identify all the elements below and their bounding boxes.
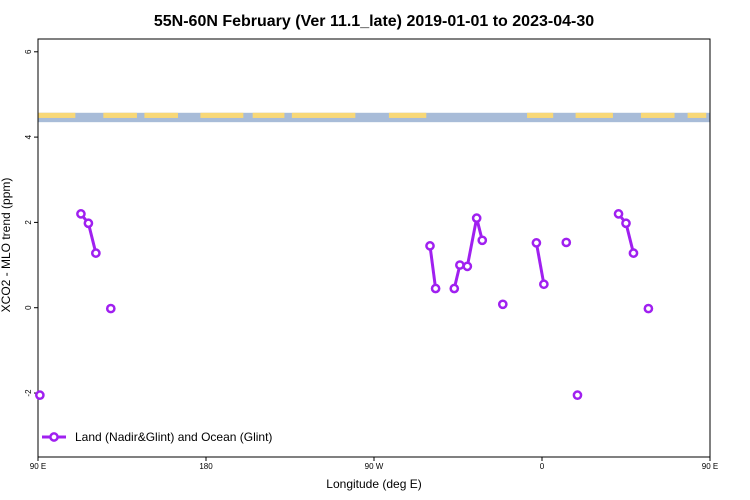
land-band-segment <box>252 112 285 118</box>
y-tick-label: 0 <box>24 305 33 310</box>
y-axis: -2 0 2 4 6 <box>24 49 38 397</box>
x-tick-label: 90 E <box>702 462 718 471</box>
plot-frame <box>37 38 711 458</box>
data-point <box>105 303 116 314</box>
data-point <box>471 213 482 223</box>
land-band-segment <box>144 112 178 118</box>
series-line <box>452 216 484 289</box>
data-point <box>613 209 624 219</box>
y-axis-label: XCO2 - MLO trend (ppm) <box>0 178 13 313</box>
land-band-segment <box>687 112 707 118</box>
data-point <box>531 238 542 248</box>
data-point <box>449 283 460 294</box>
data-point <box>425 241 435 251</box>
data-point <box>83 218 94 229</box>
series-line <box>428 245 438 289</box>
data-point <box>621 218 631 229</box>
land-band-segment <box>291 112 356 118</box>
data-point <box>462 261 473 272</box>
x-tick-label: 180 <box>199 462 213 471</box>
data-point <box>572 390 583 401</box>
data-point <box>91 248 101 258</box>
chart-title: 55N-60N February (Ver 11.1_late) 2019-01… <box>154 13 594 30</box>
y-tick-label: 4 <box>24 134 33 139</box>
y-tick-label: -2 <box>24 389 33 397</box>
land-band-segment <box>38 112 76 118</box>
y-tick-label: 2 <box>24 220 33 225</box>
x-axis: 90 E 180 90 W 0 90 E <box>30 457 718 471</box>
data-point <box>628 248 639 258</box>
land-band-segment <box>575 112 613 118</box>
series-layer <box>35 209 654 401</box>
legend: Land (Nadir&Glint) and Ocean (Glint) <box>42 430 272 444</box>
x-tick-label: 90 W <box>365 462 384 471</box>
legend-label: Land (Nadir&Glint) and Ocean (Glint) <box>75 430 272 444</box>
x-axis-label: Longitude (deg E) <box>326 477 421 491</box>
series-line <box>534 242 546 285</box>
data-point <box>430 283 441 294</box>
data-point <box>497 299 508 310</box>
land-band-segment <box>200 112 244 118</box>
data-point <box>455 260 465 270</box>
legend-marker <box>49 432 59 442</box>
x-tick-label: 90 E <box>30 462 46 471</box>
land-band-segment <box>103 112 137 118</box>
data-point <box>561 237 572 248</box>
data-point <box>539 279 549 290</box>
data-point <box>76 209 86 219</box>
data-point <box>643 303 654 314</box>
y-tick-label: 6 <box>24 49 33 54</box>
data-point <box>35 390 45 401</box>
land-band-segment <box>640 112 675 118</box>
land-band-segment <box>388 112 427 118</box>
ocean-band <box>38 112 710 123</box>
x-tick-label: 0 <box>540 462 545 471</box>
land-ocean-band <box>38 112 710 123</box>
data-point <box>477 235 488 246</box>
land-band-segment <box>527 112 554 118</box>
